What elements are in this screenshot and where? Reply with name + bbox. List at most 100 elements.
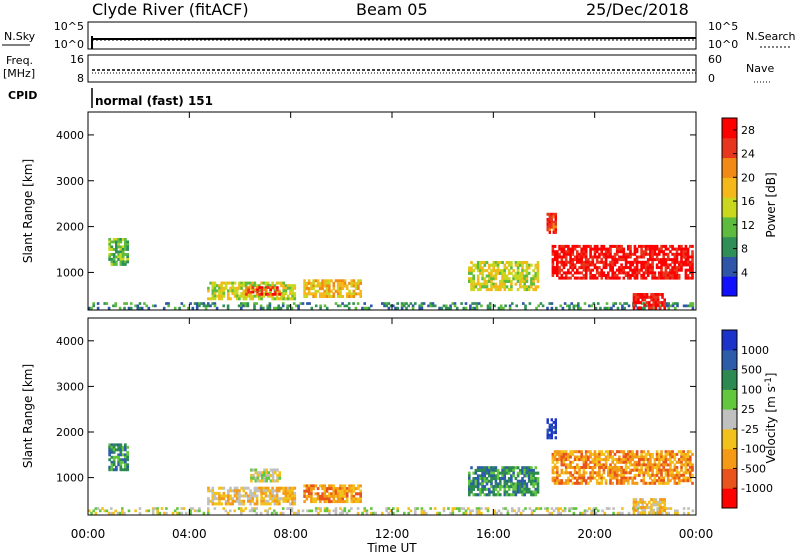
echo-cell	[451, 511, 455, 515]
echo-cell	[653, 244, 657, 248]
echo-cell	[554, 230, 557, 234]
echo-cell	[633, 481, 637, 485]
echo-cell	[124, 463, 127, 467]
echo-cell	[213, 284, 217, 288]
echo-cell	[365, 509, 369, 513]
echo-cell	[589, 276, 592, 280]
echo-cell	[618, 266, 621, 270]
beam-title: Beam 05	[356, 0, 428, 19]
echo-cell	[551, 468, 555, 472]
echo-cell	[567, 458, 570, 462]
echo-cell	[396, 509, 399, 513]
echo-cell	[499, 288, 502, 292]
echo-cell	[660, 452, 663, 456]
echo-cell	[562, 244, 566, 248]
echo-cell	[553, 252, 557, 256]
echo-cell	[691, 260, 694, 264]
echo-cell	[592, 302, 596, 305]
echo-cell	[677, 268, 681, 272]
echo-cell	[494, 261, 498, 265]
echo-cell	[488, 277, 491, 281]
echo-cell	[328, 287, 331, 291]
echo-cell	[582, 263, 586, 267]
echo-cell	[476, 288, 480, 292]
echo-cell	[107, 306, 111, 310]
echo-cell	[110, 507, 113, 510]
echo-cell	[501, 282, 504, 286]
echo-cell	[580, 452, 583, 456]
echo-cell	[501, 466, 504, 470]
echo-cell	[519, 511, 523, 515]
echo-cell	[554, 228, 557, 232]
echo-cell	[534, 274, 538, 278]
echo-cell	[359, 497, 362, 501]
echo-cell	[564, 263, 568, 267]
echo-cell	[453, 302, 457, 305]
echo-cell	[675, 258, 679, 262]
echo-cell	[639, 498, 642, 502]
echo-cell	[521, 477, 524, 481]
echo-cell	[637, 293, 640, 297]
echo-cell	[269, 294, 272, 298]
echo-cell	[256, 471, 260, 475]
echo-cell	[607, 306, 611, 310]
echo-cell	[656, 298, 660, 302]
echo-cell	[673, 271, 677, 275]
echo-cell	[618, 450, 621, 454]
echo-cell	[595, 258, 599, 262]
echo-cell	[119, 245, 123, 249]
echo-cell	[357, 500, 360, 504]
echo-cell	[514, 493, 518, 497]
echo-cell	[471, 509, 474, 513]
echo-cell	[325, 509, 329, 513]
echo-cell	[633, 473, 637, 477]
echo-cell	[119, 260, 123, 264]
echo-cell	[554, 223, 557, 227]
echo-cell	[560, 450, 564, 454]
echo-cell	[507, 261, 511, 265]
echo-cell	[274, 471, 277, 475]
echo-cell	[514, 482, 518, 486]
echo-cell	[255, 511, 258, 515]
echo-cell	[546, 428, 549, 432]
echo-cell	[312, 500, 315, 504]
echo-cell	[591, 466, 595, 469]
echo-cell	[640, 471, 643, 475]
echo-cell	[649, 473, 652, 477]
echo-cell	[472, 479, 475, 483]
echo-cell	[213, 297, 217, 301]
echo-cell	[580, 276, 583, 280]
echo-cell	[162, 306, 166, 310]
echo-cell	[387, 306, 391, 310]
echo-cell	[658, 466, 661, 469]
echo-cell	[621, 306, 624, 310]
echo-cell	[627, 255, 630, 259]
echo-cell	[642, 463, 646, 467]
echo-cell	[622, 266, 626, 270]
echo-cell	[352, 295, 356, 298]
echo-cell	[312, 295, 315, 298]
echo-cell	[598, 460, 601, 464]
echo-cell	[284, 286, 288, 290]
echo-cell	[578, 255, 581, 259]
echo-cell	[569, 247, 572, 251]
colorbar-tick-label: 24	[741, 148, 755, 161]
echo-cell	[328, 281, 331, 285]
echo-cell	[666, 468, 670, 472]
echo-cell	[442, 509, 446, 513]
echo-cell	[468, 479, 471, 483]
echo-cell	[469, 511, 472, 515]
echo-cell	[539, 302, 543, 305]
echo-cell	[354, 292, 358, 296]
echo-cell	[488, 487, 491, 491]
echo-cell	[624, 476, 628, 480]
echo-cell	[534, 493, 538, 497]
echo-cell	[523, 493, 526, 497]
echo-cell	[124, 460, 127, 464]
echo-cell	[336, 500, 340, 504]
echo-cell	[490, 269, 493, 273]
echo-cell	[675, 468, 679, 472]
echo-cell	[648, 511, 651, 515]
echo-cell	[160, 507, 164, 510]
echo-cell	[651, 260, 654, 264]
